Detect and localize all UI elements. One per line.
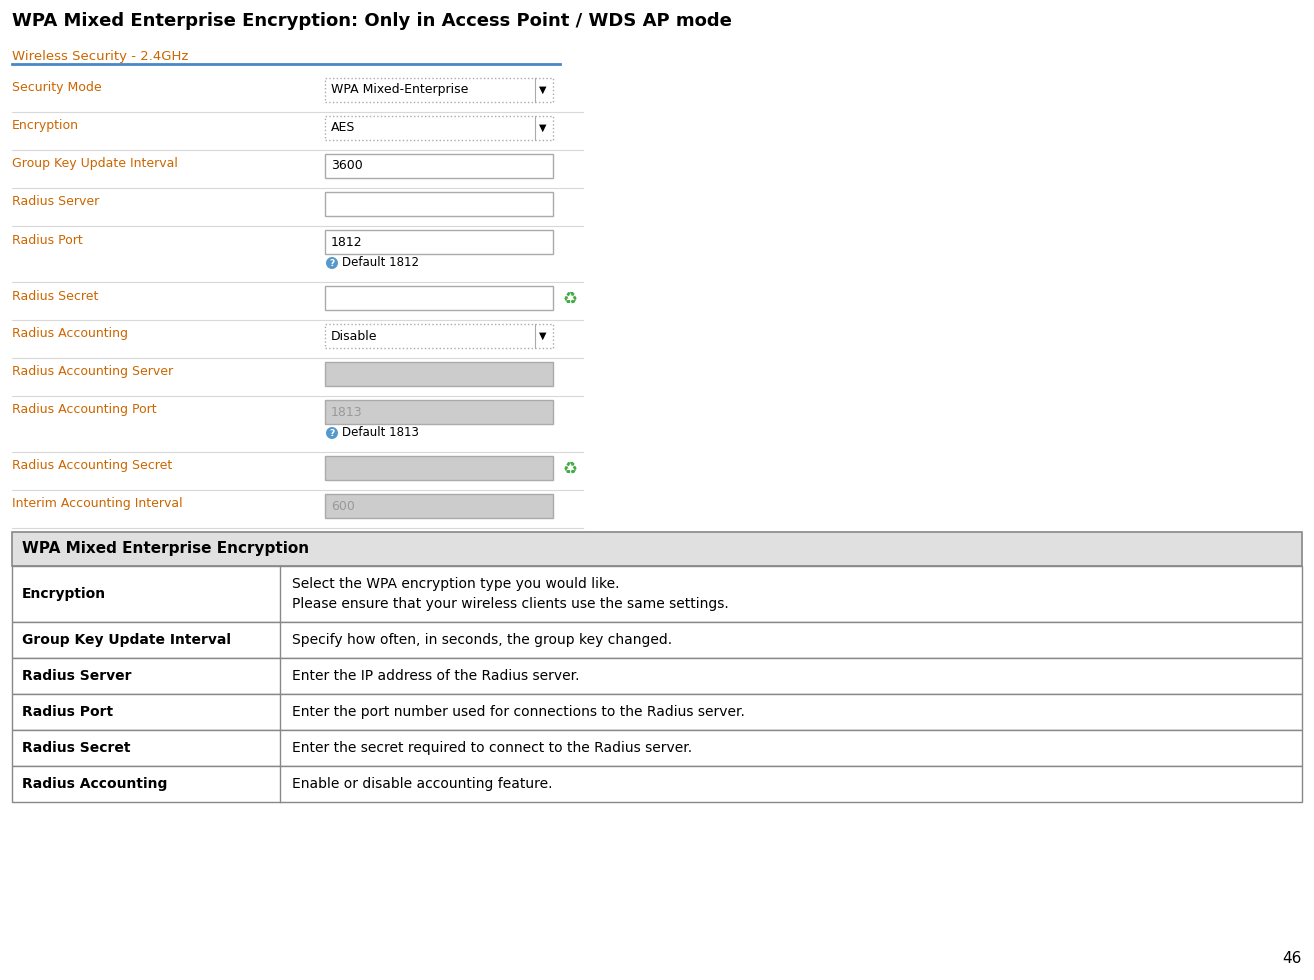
Bar [325,192,553,216]
Bar [12,566,1302,622]
Text: Enter the secret required to connect to the Radius server.: Enter the secret required to connect to … [292,741,692,755]
Text: Default 1813: Default 1813 [342,426,419,439]
Bar [325,230,553,254]
Text: 1812: 1812 [331,235,363,249]
Text: Radius Server: Radius Server [22,669,131,683]
Text: Radius Port: Radius Port [12,233,83,247]
Text: Radius Secret: Radius Secret [12,289,99,303]
Bar [325,116,553,140]
Text: Radius Accounting Port: Radius Accounting Port [12,404,156,416]
Text: Interim Accounting Interval: Interim Accounting Interval [12,498,183,511]
Bar [12,622,1302,658]
Text: Radius Secret: Radius Secret [22,741,130,755]
Bar [12,730,1302,766]
Bar [12,694,1302,730]
Bar [325,456,553,480]
Text: Radius Accounting: Radius Accounting [12,327,127,340]
Text: ▼: ▼ [539,85,547,95]
Text: Enter the port number used for connections to the Radius server.: Enter the port number used for connectio… [292,705,745,719]
Bar [12,622,1302,658]
Bar [325,324,553,348]
Text: 600: 600 [331,500,355,513]
Text: Security Mode: Security Mode [12,81,101,94]
Text: Radius Server: Radius Server [12,195,100,209]
Circle shape [326,427,338,439]
Bar [325,400,553,424]
Text: WPA Mixed Enterprise Encryption: WPA Mixed Enterprise Encryption [22,542,309,557]
Text: ▼: ▼ [539,123,547,133]
Bar [12,694,1302,730]
Text: ?: ? [330,259,335,268]
Text: Enable or disable accounting feature.: Enable or disable accounting feature. [292,777,552,791]
Text: 3600: 3600 [331,160,363,172]
Text: Encryption: Encryption [12,120,79,132]
Bar [325,494,553,518]
Text: Radius Accounting Secret: Radius Accounting Secret [12,460,172,472]
Bar [12,766,1302,802]
Text: Please ensure that your wireless clients use the same settings.: Please ensure that your wireless clients… [292,597,729,612]
Bar [12,658,1302,694]
Text: Enter the IP address of the Radius server.: Enter the IP address of the Radius serve… [292,669,579,683]
Bar [12,658,1302,694]
Text: 46: 46 [1282,951,1302,966]
Text: ?: ? [330,428,335,437]
Circle shape [326,257,338,269]
Text: Group Key Update Interval: Group Key Update Interval [12,158,177,171]
Text: Radius Port: Radius Port [22,705,113,719]
Bar [325,154,553,178]
Text: 1813: 1813 [331,406,363,418]
Text: Radius Accounting: Radius Accounting [22,777,167,791]
Text: Radius Accounting Server: Radius Accounting Server [12,366,173,378]
Text: Wireless Security - 2.4GHz: Wireless Security - 2.4GHz [12,50,188,63]
Text: Select the WPA encryption type you would like.: Select the WPA encryption type you would… [292,577,619,591]
Text: Specify how often, in seconds, the group key changed.: Specify how often, in seconds, the group… [292,633,673,647]
Text: AES: AES [331,122,355,134]
Text: Group Key Update Interval: Group Key Update Interval [22,633,231,647]
Bar [12,730,1302,766]
Bar [325,78,553,102]
Bar [325,286,553,310]
Text: ♻: ♻ [562,459,578,477]
Bar [12,766,1302,802]
Text: WPA Mixed Enterprise Encryption: Only in Access Point / WDS AP mode: WPA Mixed Enterprise Encryption: Only in… [12,12,732,30]
Text: ♻: ♻ [562,289,578,307]
Text: Default 1812: Default 1812 [342,257,419,270]
Text: WPA Mixed-Enterprise: WPA Mixed-Enterprise [331,83,468,96]
Bar [12,532,1302,566]
Bar [325,362,553,386]
Text: Encryption: Encryption [22,587,106,601]
Text: Disable: Disable [331,329,377,342]
Bar [12,566,1302,622]
Text: ▼: ▼ [539,331,547,341]
